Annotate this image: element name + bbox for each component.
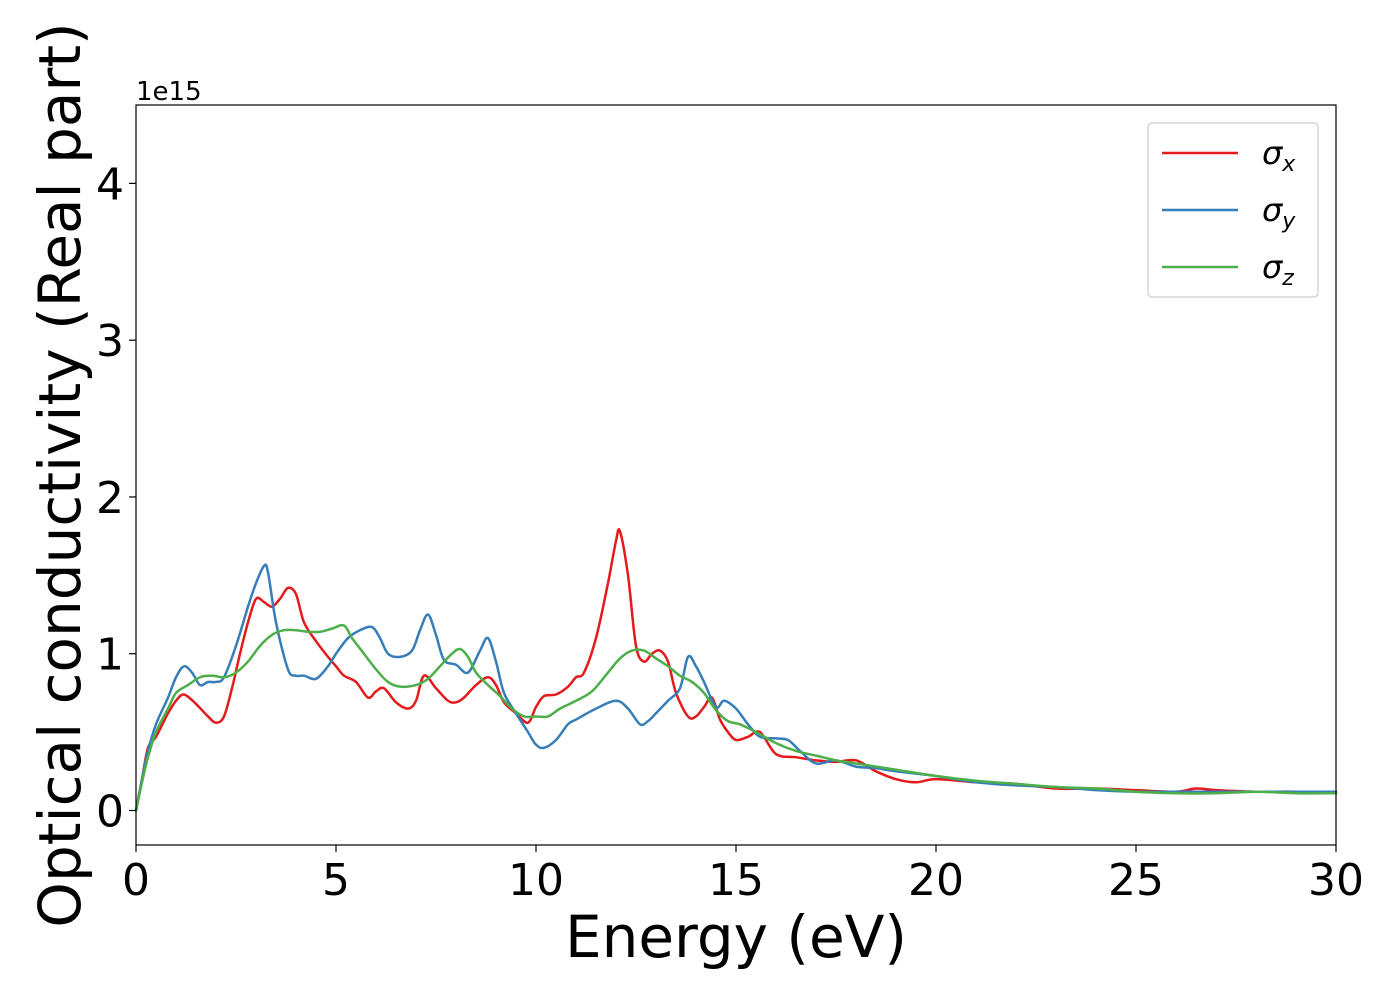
legend-label-x: σx	[1262, 134, 1296, 177]
x-tick-label: 5	[322, 855, 350, 906]
x-tick-label: 20	[908, 855, 964, 906]
y-tick-label: 2	[96, 473, 124, 524]
x-tick-label: 0	[122, 855, 150, 906]
series-line-x	[134, 528, 1338, 812]
x-tick-label: 15	[708, 855, 764, 906]
y-offset-text: 1e15	[136, 77, 202, 107]
x-axis: 0 5 10 15 20 25 30	[122, 845, 1364, 906]
series-layer	[134, 528, 1338, 812]
x-tick-label: 30	[1308, 855, 1364, 906]
y-tick-label: 4	[96, 159, 124, 210]
legend: σx σy σz	[1147, 122, 1319, 298]
x-axis-label: Energy (eV)	[565, 903, 907, 971]
legend-label-z: σz	[1262, 248, 1294, 291]
y-axis: 0 1 2 3 4	[96, 159, 136, 838]
y-tick-label: 1	[96, 630, 124, 681]
y-tick-label: 3	[96, 316, 124, 367]
y-axis-label: Optical conductivity (Real part)	[26, 22, 94, 927]
x-tick-label: 10	[508, 855, 564, 906]
legend-label-y: σy	[1262, 191, 1296, 234]
series-line-z	[134, 623, 1338, 812]
x-tick-label: 25	[1108, 855, 1164, 906]
y-tick-label: 0	[96, 787, 124, 838]
